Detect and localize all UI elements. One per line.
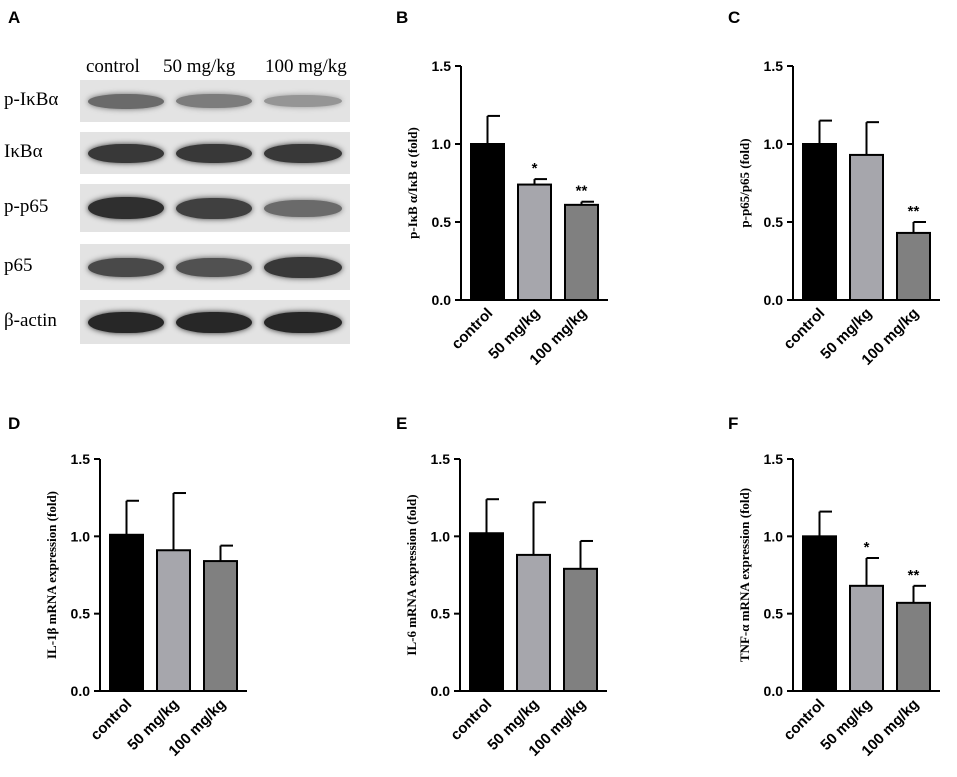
panel-letter-d: D [8, 414, 21, 433]
y-tick-label: 0.0 [764, 683, 784, 699]
chart-e: 0.0 0.5 1.0 1.5 IL-6 mRNA expression (fold) c… [404, 451, 607, 760]
y-axis-label: TNF-α mRNA expression (fold) [737, 488, 752, 662]
x-tick-label: control [447, 696, 495, 744]
bar-50-mg-kg [849, 584, 884, 692]
blot-lane-label-control: control [86, 56, 140, 77]
bar-control [802, 143, 837, 301]
blot-band [264, 200, 342, 217]
y-tick-label: 1.0 [764, 136, 784, 152]
blot-band [88, 94, 164, 109]
panel-letter-a: A [8, 8, 21, 27]
blot-band [88, 197, 164, 219]
x-tick-label: control [780, 305, 828, 353]
significance-marker: ** [908, 203, 920, 220]
x-tick-label: control [448, 305, 496, 353]
y-tick-label: 1.5 [764, 58, 784, 74]
bar-50-mg-kg [156, 549, 191, 692]
blot-band [264, 257, 342, 278]
y-axis-label: IL-6 mRNA expression (fold) [404, 494, 419, 655]
blot-strip [80, 80, 350, 122]
significance-marker: * [532, 160, 538, 177]
y-axis-label: p-p65/p65 (fold) [737, 138, 752, 227]
y-tick-label: 0.5 [432, 214, 452, 230]
bar-control [802, 535, 837, 692]
panel-letter-b: B [396, 8, 409, 27]
blot-row-label: p-IκBα [4, 89, 59, 110]
blot-band [88, 144, 164, 163]
bar-100-mg-kg [896, 231, 931, 301]
y-tick-label: 0.5 [764, 606, 784, 622]
panel-letter-e: E [396, 414, 408, 433]
blot-strip [80, 244, 350, 290]
bar-50-mg-kg [849, 153, 884, 301]
blot-lane-label-100: 100 mg/kg [265, 56, 347, 77]
chart-f: 0.0 0.5 1.0 1.5 TNF-α mRNA expression (fold)… [737, 451, 940, 760]
panel-letter-f: F [728, 414, 739, 433]
blot-strip [80, 132, 350, 174]
blot-band [264, 95, 342, 107]
y-tick-label: 1.0 [431, 528, 451, 544]
bar-100-mg-kg [564, 203, 599, 301]
blot-strip [80, 300, 350, 344]
y-tick-label: 0.0 [71, 683, 91, 699]
y-tick-label: 1.0 [432, 136, 452, 152]
chart-d: 0.0 0.5 1.0 1.5 IL-1β mRNA expression (fold)… [44, 451, 247, 760]
bar-50-mg-kg [517, 183, 552, 301]
y-tick-label: 1.5 [71, 451, 91, 467]
blot-band [176, 312, 252, 333]
blot-row-label: β-actin [4, 310, 57, 331]
blot-band [264, 312, 342, 333]
y-tick-label: 0.0 [764, 292, 784, 308]
blot-band [176, 94, 252, 108]
y-tick-label: 1.5 [431, 451, 451, 467]
bar-100-mg-kg [563, 567, 598, 693]
significance-marker: ** [576, 183, 588, 200]
blot-band [88, 312, 164, 333]
y-tick-label: 1.5 [432, 58, 452, 74]
y-tick-label: 0.0 [432, 292, 452, 308]
y-tick-label: 0.5 [71, 606, 91, 622]
bar-100-mg-kg [896, 601, 931, 692]
blot-strip [80, 184, 350, 232]
panel-letter-c: C [728, 8, 741, 27]
significance-marker: * [864, 539, 870, 556]
bar-control [109, 533, 144, 692]
y-tick-label: 0.5 [431, 606, 451, 622]
y-axis-label: p-IκB α/IκB α (fold) [405, 127, 420, 239]
blot-row-label: IκBα [4, 141, 43, 162]
x-tick-label: control [87, 696, 135, 744]
blot-lane-label-50: 50 mg/kg [163, 56, 236, 77]
y-axis-label: IL-1β mRNA expression (fold) [44, 491, 59, 659]
bar-control [470, 143, 505, 301]
y-tick-label: 1.0 [71, 528, 91, 544]
x-tick-label: control [780, 696, 828, 744]
blot-band [176, 144, 252, 163]
y-tick-label: 1.5 [764, 451, 784, 467]
significance-marker: ** [908, 567, 920, 584]
blot-band [176, 258, 252, 277]
western-blot-panel: control 50 mg/kg 100 mg/kg p-IκBα IκBα p-p… [0, 50, 370, 360]
y-tick-label: 1.0 [764, 528, 784, 544]
bar-control [469, 532, 504, 692]
y-tick-label: 0.5 [764, 214, 784, 230]
blot-row-label: p-p65 [4, 196, 49, 217]
blot-band [176, 198, 252, 219]
blot-row-label: p65 [4, 255, 33, 276]
blot-band [88, 258, 164, 277]
bar-50-mg-kg [516, 553, 551, 692]
bar-100-mg-kg [203, 560, 238, 692]
y-tick-label: 0.0 [431, 683, 451, 699]
chart-b: 0.0 0.5 1.0 1.5 p-IκB α/IκB α (fold) control *… [405, 58, 608, 369]
blot-band [264, 144, 342, 163]
